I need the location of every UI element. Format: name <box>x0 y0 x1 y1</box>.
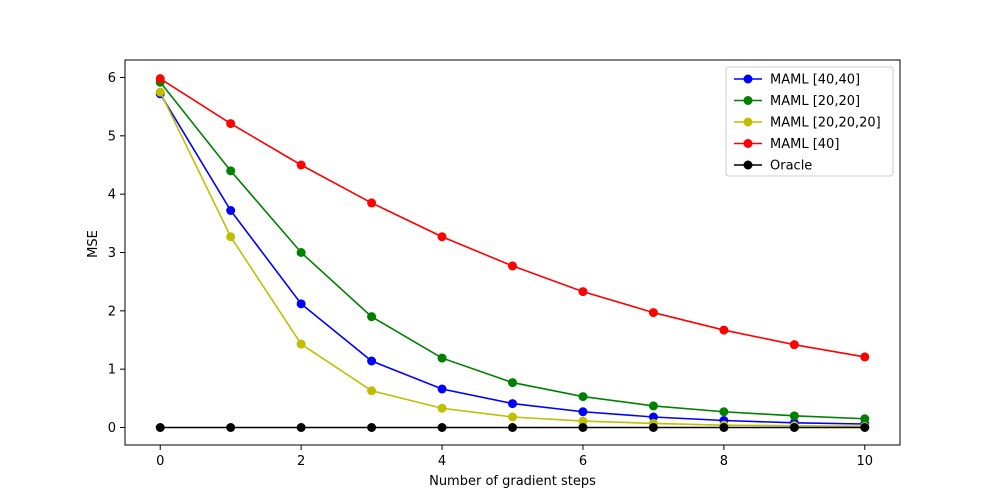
data-point-2-2 <box>296 339 306 349</box>
data-point-1-10 <box>860 414 870 424</box>
data-point-2-1 <box>226 232 236 242</box>
legend-label-1: MAML [20,20] <box>770 94 860 109</box>
data-point-3-0 <box>155 74 165 84</box>
data-point-1-8 <box>719 407 729 417</box>
data-point-1-1 <box>226 166 236 176</box>
legend-box <box>725 66 894 177</box>
data-point-3-5 <box>508 261 517 271</box>
data-point-2-5 <box>508 412 517 422</box>
legend-label-3: MAML [40] <box>770 137 839 152</box>
data-point-3-4 <box>437 232 447 242</box>
legend-marker-4 <box>743 160 753 170</box>
data-point-4-9 <box>789 423 799 432</box>
data-point-4-3 <box>367 423 377 432</box>
y-tick-label-6: 6 <box>108 71 116 86</box>
y-tick-label-5: 5 <box>108 129 116 144</box>
data-point-4-6 <box>578 423 588 432</box>
data-point-2-0 <box>155 87 165 97</box>
legend-marker-0 <box>743 74 753 84</box>
legend-marker-3 <box>743 139 753 148</box>
data-point-4-10 <box>860 423 870 432</box>
data-point-4-1 <box>226 423 236 432</box>
x-tick-label-4: 8 <box>720 454 728 469</box>
x-tick-label-1: 2 <box>297 454 305 469</box>
y-tick-label-2: 2 <box>108 304 116 319</box>
x-tick-label-5: 10 <box>856 454 873 469</box>
data-point-4-8 <box>719 423 729 432</box>
data-point-3-1 <box>226 119 236 129</box>
data-point-4-2 <box>296 423 306 432</box>
data-point-1-2 <box>296 248 306 257</box>
data-point-4-0 <box>155 423 165 432</box>
y-tick-label-1: 1 <box>108 363 116 378</box>
data-point-3-6 <box>578 287 588 297</box>
data-point-4-5 <box>508 423 517 432</box>
legend-label-2: MAML [20,20,20] <box>770 116 881 131</box>
data-point-1-5 <box>508 378 517 388</box>
legend-label-4: Oracle <box>770 159 812 174</box>
data-point-1-6 <box>578 392 588 402</box>
data-point-3-7 <box>648 308 658 318</box>
data-point-2-3 <box>367 386 377 396</box>
data-point-3-3 <box>367 198 377 208</box>
data-point-2-6 <box>578 416 588 426</box>
legend-marker-1 <box>743 96 753 105</box>
legend: MAML [40,40] MAML [20,20] MAML [20,20,20] M… <box>725 66 894 177</box>
axes-layer: 0 2 4 6 8 10 0 1 2 3 4 5 6 <box>108 59 901 469</box>
data-point-3-2 <box>296 160 306 170</box>
y-tick-label-3: 3 <box>108 246 116 261</box>
data-point-3-9 <box>789 340 799 350</box>
data-point-0-5 <box>508 399 517 409</box>
data-point-0-3 <box>367 356 377 366</box>
plot-layer <box>155 74 870 432</box>
y-tick-label-4: 4 <box>108 188 116 203</box>
data-point-2-4 <box>437 403 447 413</box>
x-tick-label-3: 6 <box>579 454 587 469</box>
data-point-0-2 <box>296 299 306 309</box>
data-point-1-9 <box>789 411 799 421</box>
data-point-0-1 <box>226 206 236 215</box>
data-point-4-7 <box>648 423 658 432</box>
x-tick-label-2: 4 <box>438 454 446 469</box>
data-point-3-10 <box>860 352 870 362</box>
x-axis-label: Number of gradient steps <box>429 474 596 489</box>
data-point-3-8 <box>719 325 729 335</box>
x-tick-label-0: 0 <box>156 454 164 469</box>
data-point-1-7 <box>648 401 658 411</box>
y-axis-label: MSE <box>86 230 101 258</box>
legend-label-0: MAML [40,40] <box>770 73 860 88</box>
data-point-1-3 <box>367 312 377 322</box>
data-point-0-6 <box>578 407 588 417</box>
data-point-0-7 <box>648 412 658 422</box>
legend-marker-2 <box>743 117 753 127</box>
y-tick-label-0: 0 <box>108 421 116 436</box>
data-point-4-4 <box>437 423 447 432</box>
data-point-0-4 <box>437 384 447 394</box>
data-point-1-4 <box>437 353 447 363</box>
